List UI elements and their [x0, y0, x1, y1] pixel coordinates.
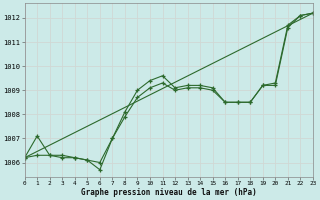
X-axis label: Graphe pression niveau de la mer (hPa): Graphe pression niveau de la mer (hPa): [81, 188, 257, 197]
